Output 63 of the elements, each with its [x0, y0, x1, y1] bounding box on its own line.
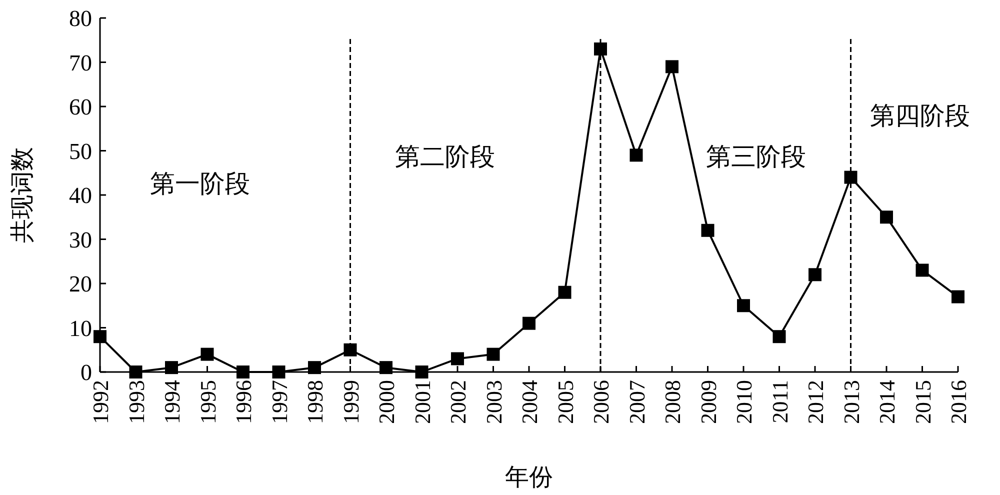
point: [200, 348, 214, 361]
y-axis-title: 共现词数: [10, 147, 36, 243]
x-tick-label: 2009: [696, 380, 721, 424]
x-tick-label: 2016: [946, 380, 971, 424]
x-tick-label: 2011: [767, 380, 792, 424]
point: [129, 366, 142, 378]
point: [630, 148, 643, 162]
x-tick-label: 2000: [374, 380, 399, 424]
y-tick-label: 80: [69, 6, 92, 31]
y-tick-label: 50: [69, 138, 92, 164]
annotation: 第三阶段: [706, 144, 806, 171]
point: [451, 352, 464, 366]
point: [594, 42, 607, 56]
x-tick-label: 1994: [160, 380, 184, 424]
y-tick-label: 20: [69, 272, 92, 296]
point: [844, 170, 858, 184]
x-axis-title: 年份: [505, 465, 553, 491]
y-tick-label: 70: [69, 50, 92, 76]
point: [772, 330, 786, 344]
x-tick-label: 2015: [910, 380, 936, 424]
x-tick-label: 2001: [410, 380, 435, 424]
annotation: 第四阶段: [870, 103, 970, 130]
point: [701, 224, 714, 237]
point: [415, 366, 428, 378]
x-tick-label: 2005: [552, 380, 578, 424]
point: [952, 290, 964, 304]
x-tick-label: 2007: [624, 380, 650, 424]
x-tick-label: 2010: [732, 380, 756, 424]
x-tick-label: 1995: [195, 380, 220, 424]
point: [165, 361, 178, 374]
point: [94, 330, 106, 344]
point: [737, 299, 750, 312]
point: [666, 60, 678, 74]
x-tick-label: 2013: [838, 380, 864, 424]
x-tick-label: 1996: [231, 380, 256, 424]
point: [380, 361, 392, 374]
point: [344, 343, 357, 356]
point: [916, 264, 929, 277]
x-tick-label: 1999: [338, 380, 364, 424]
x-tick-label: 2002: [446, 380, 470, 424]
x-tick-label: 2006: [588, 380, 614, 424]
x-tick-label: 2012: [803, 380, 828, 424]
x-tick-label: 1993: [124, 380, 149, 424]
x-tick-label: 2014: [874, 380, 900, 424]
y-tick-label: 60: [69, 94, 92, 120]
point: [272, 366, 286, 378]
annotation: 第一阶段: [150, 171, 250, 198]
y-tick-label: 30: [69, 227, 92, 252]
x-tick-label: 1997: [266, 380, 292, 424]
point: [880, 210, 893, 224]
x-tick-label: 2004: [517, 380, 542, 424]
point: [808, 268, 822, 282]
y-tick-label: 40: [69, 183, 92, 208]
annotation: 第二阶段: [395, 144, 495, 171]
y-tick-label: 10: [69, 316, 92, 341]
point: [522, 316, 536, 330]
point: [486, 348, 500, 361]
point: [236, 366, 250, 378]
x-tick-label: 2008: [660, 380, 685, 424]
x-tick-label: 2003: [481, 380, 506, 424]
point: [558, 286, 572, 299]
point: [308, 361, 321, 374]
x-tick-label: 1998: [302, 380, 328, 424]
